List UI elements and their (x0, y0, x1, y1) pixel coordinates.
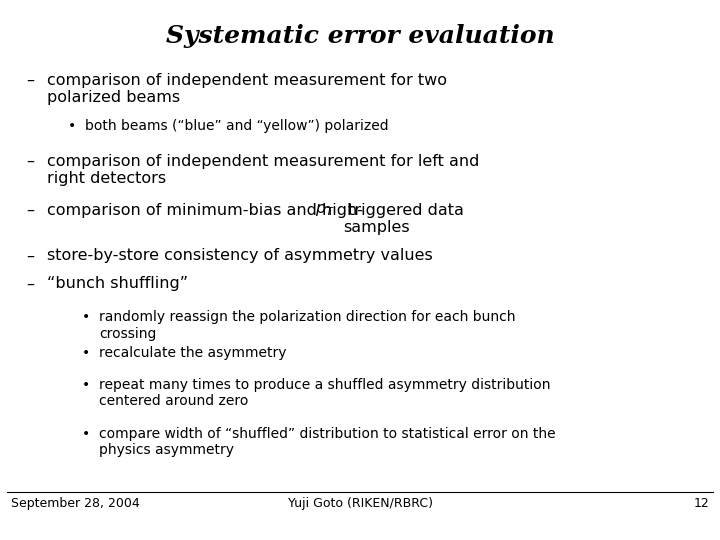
Text: recalculate the asymmetry: recalculate the asymmetry (99, 346, 287, 360)
Text: comparison of independent measurement for two
polarized beams: comparison of independent measurement fo… (47, 73, 447, 105)
Text: •: • (82, 427, 91, 441)
Text: •: • (82, 378, 91, 392)
Text: –: – (26, 276, 35, 292)
Text: “bunch shuffling”: “bunch shuffling” (47, 276, 188, 292)
Text: –: – (26, 154, 35, 169)
Text: both beams (“blue” and “yellow”) polarized: both beams (“blue” and “yellow”) polariz… (85, 119, 389, 133)
Text: Systematic error evaluation: Systematic error evaluation (166, 24, 554, 48)
Text: –: – (26, 73, 35, 88)
Text: Yuji Goto (RIKEN/RBRC): Yuji Goto (RIKEN/RBRC) (287, 497, 433, 510)
Text: comparison of minimum-bias and high-: comparison of minimum-bias and high- (47, 202, 363, 218)
Text: –: – (26, 202, 35, 218)
Text: –: – (26, 248, 35, 264)
Text: triggered data
samples: triggered data samples (343, 202, 464, 235)
Text: $p_T$: $p_T$ (315, 202, 335, 219)
Text: randomly reassign the polarization direction for each bunch
crossing: randomly reassign the polarization direc… (99, 310, 516, 341)
Text: •: • (82, 310, 91, 325)
Text: compare width of “shuffled” distribution to statistical error on the
physics asy: compare width of “shuffled” distribution… (99, 427, 556, 457)
Text: store-by-store consistency of asymmetry values: store-by-store consistency of asymmetry … (47, 248, 433, 264)
Text: 12: 12 (693, 497, 709, 510)
Text: comparison of independent measurement for left and
right detectors: comparison of independent measurement fo… (47, 154, 480, 186)
Text: •: • (82, 346, 91, 360)
Text: September 28, 2004: September 28, 2004 (11, 497, 140, 510)
Text: repeat many times to produce a shuffled asymmetry distribution
centered around z: repeat many times to produce a shuffled … (99, 378, 551, 408)
Text: •: • (68, 119, 76, 133)
